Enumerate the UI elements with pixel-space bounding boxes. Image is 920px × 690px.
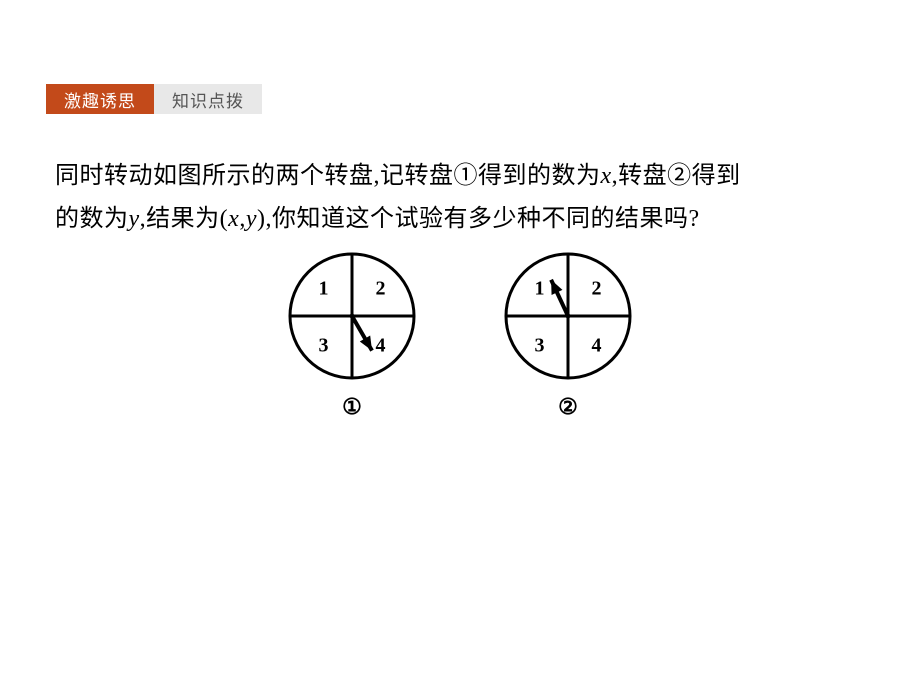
tab-active[interactable]: 激趣诱思 xyxy=(46,84,154,114)
tab-bar: 激趣诱思 知识点拨 xyxy=(46,84,262,114)
svg-text:1: 1 xyxy=(534,277,544,299)
spinner-1-label: ① xyxy=(342,394,362,420)
text-segment: ),你知道这个试验有多少种不同的结果吗? xyxy=(257,206,700,232)
text-segment: 的数为 xyxy=(55,206,129,232)
spinner-2-svg: 1 2 3 4 xyxy=(498,246,638,386)
svg-text:4: 4 xyxy=(376,335,386,357)
svg-text:4: 4 xyxy=(592,335,602,357)
spinner-diagrams: 1 2 3 4 ① 1 2 3 4 ② xyxy=(0,246,920,420)
svg-text:3: 3 xyxy=(534,335,544,357)
spinner-2-label: ② xyxy=(558,394,578,420)
text-segment: 同时转动如图所示的两个转盘,记转盘①得到的数为 xyxy=(55,163,601,189)
svg-text:2: 2 xyxy=(376,277,386,299)
spinner-2-block: 1 2 3 4 ② xyxy=(498,246,638,420)
svg-text:2: 2 xyxy=(592,277,602,299)
svg-text:3: 3 xyxy=(318,335,328,357)
variable-y: y xyxy=(129,206,140,232)
text-segment: ,结果为( xyxy=(140,206,229,232)
spinner-1-svg: 1 2 3 4 xyxy=(282,246,422,386)
variable-y: y xyxy=(246,206,257,232)
tab-inactive[interactable]: 知识点拨 xyxy=(154,84,262,114)
variable-x: x xyxy=(601,163,612,189)
variable-x: x xyxy=(228,206,239,232)
svg-text:1: 1 xyxy=(318,277,328,299)
question-text: 同时转动如图所示的两个转盘,记转盘①得到的数为x,转盘②得到 的数为y,结果为(… xyxy=(55,155,865,241)
text-segment: ,转盘②得到 xyxy=(612,163,741,189)
spinner-1-block: 1 2 3 4 ① xyxy=(282,246,422,420)
